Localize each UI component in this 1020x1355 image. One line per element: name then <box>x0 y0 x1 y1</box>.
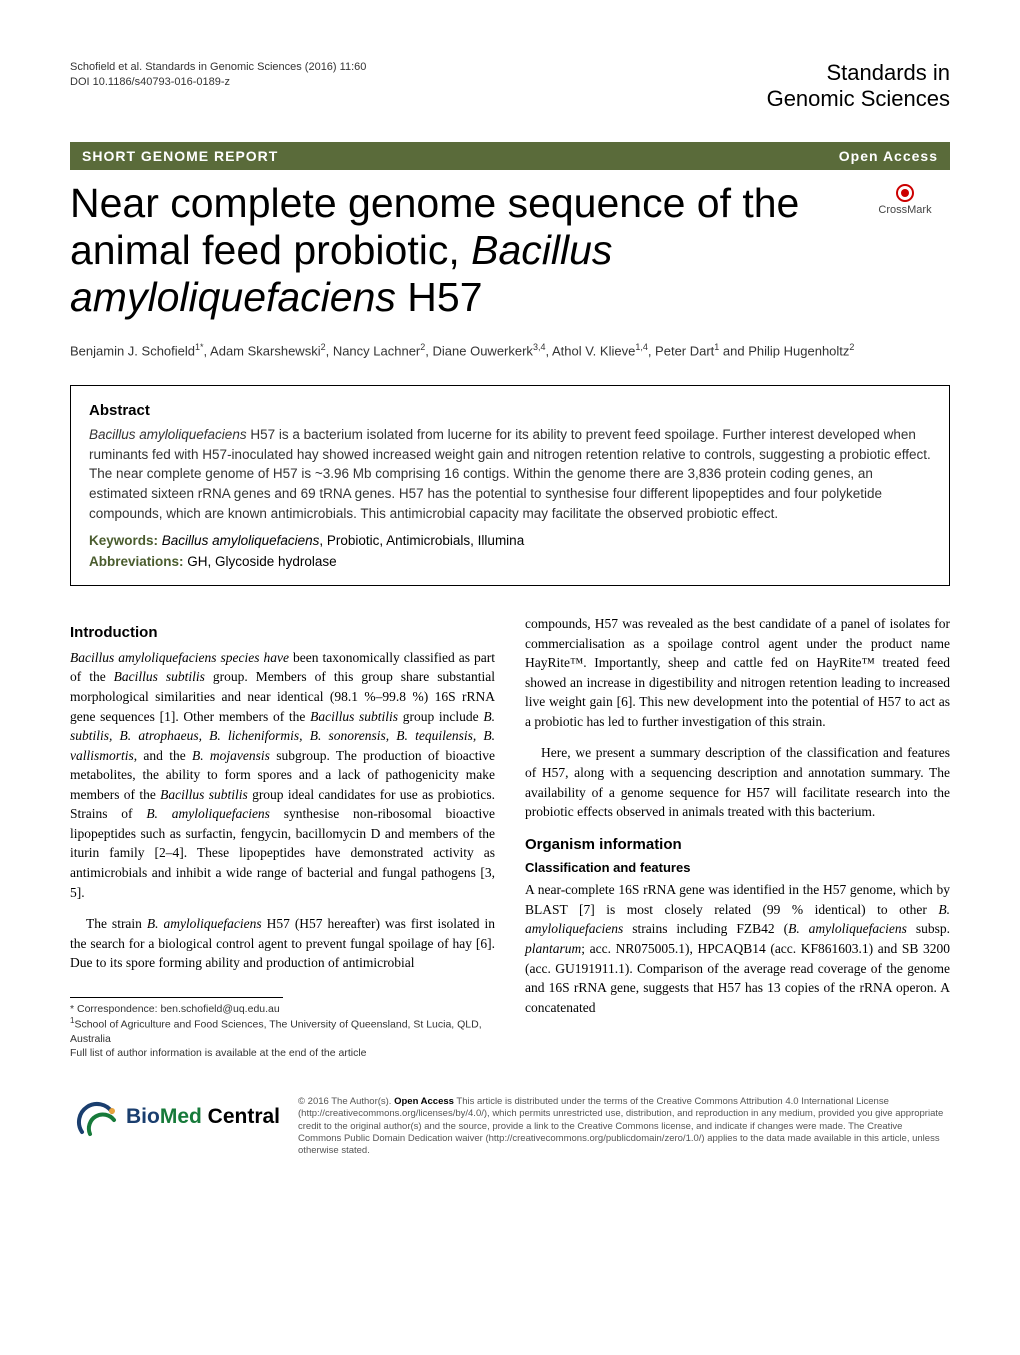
biomed-central-logo: BioMed Central <box>76 1096 280 1138</box>
authors-line: Benjamin J. Schofield1*, Adam Skarshewsk… <box>70 341 950 361</box>
body-columns: Introduction Bacillus amyloliquefaciens … <box>70 614 950 1060</box>
abbrev-text: GH, Glycoside hydrolase <box>187 554 336 569</box>
article-type: SHORT GENOME REPORT <box>82 148 278 164</box>
citation-line-1: Schofield et al. Standards in Genomic Sc… <box>70 60 366 75</box>
logo-central: Central <box>202 1105 280 1128</box>
crossmark-icon <box>896 184 914 202</box>
license-text: © 2016 The Author(s). Open Access This a… <box>298 1096 944 1158</box>
footer: BioMed Central © 2016 The Author(s). Ope… <box>70 1096 950 1158</box>
title-line-2b: Bacillus <box>471 227 612 273</box>
full-author-info: Full list of author information is avail… <box>70 1046 495 1060</box>
abstract-box: Abstract Bacillus amyloliquefaciens H57 … <box>70 385 950 586</box>
classification-subheading: Classification and features <box>525 859 950 878</box>
abbreviations-line: Abbreviations: GH, Glycoside hydrolase <box>89 554 931 569</box>
logo-med: Med <box>160 1105 202 1128</box>
introduction-heading: Introduction <box>70 622 495 644</box>
right-para-3: A near-complete 16S rRNA gene was identi… <box>525 880 950 1017</box>
keywords-line: Keywords: Bacillus amyloliquefaciens, Pr… <box>89 533 931 548</box>
journal-line-1: Standards in <box>767 60 950 86</box>
affiliation-1: 1School of Agriculture and Food Sciences… <box>70 1016 495 1046</box>
journal-line-2: Genomic Sciences <box>767 86 950 112</box>
right-column: compounds, H57 was revealed as the best … <box>525 614 950 1060</box>
abstract-text: Bacillus amyloliquefaciens H57 is a bact… <box>89 425 931 523</box>
crossmark-label: CrossMark <box>878 204 931 216</box>
article-title: Near complete genome sequence of the ani… <box>70 180 840 321</box>
section-bar: SHORT GENOME REPORT Open Access <box>70 142 950 170</box>
bmc-arc-icon <box>76 1096 118 1138</box>
title-line-3a: amyloliquefaciens <box>70 274 396 320</box>
footnote-separator <box>70 997 283 998</box>
citation-block: Schofield et al. Standards in Genomic Sc… <box>70 60 366 91</box>
keywords-label: Keywords: <box>89 533 158 548</box>
license-prefix: © 2016 The Author(s). <box>298 1096 394 1107</box>
abbrev-label: Abbreviations: <box>89 554 184 569</box>
top-header: Schofield et al. Standards in Genomic Sc… <box>70 60 950 112</box>
logo-bio: Bio <box>126 1105 160 1128</box>
crossmark-badge[interactable]: CrossMark <box>860 184 950 216</box>
abstract-heading: Abstract <box>89 402 931 419</box>
intro-para-1: Bacillus amyloliquefaciens species have … <box>70 648 495 902</box>
title-line-3b: H57 <box>396 274 483 320</box>
license-open-access: Open Access <box>394 1096 454 1107</box>
intro-para-2: The strain B. amyloliquefaciens H57 (H57… <box>70 914 495 973</box>
left-column: Introduction Bacillus amyloliquefaciens … <box>70 614 495 1060</box>
right-para-2: Here, we present a summary description o… <box>525 743 950 821</box>
correspondence-line: * Correspondence: ben.schofield@uq.edu.a… <box>70 1002 495 1016</box>
citation-line-2: DOI 10.1186/s40793-016-0189-z <box>70 75 366 90</box>
title-line-1: Near complete genome sequence of the <box>70 180 799 226</box>
right-para-1: compounds, H57 was revealed as the best … <box>525 614 950 731</box>
open-access-label: Open Access <box>839 148 938 164</box>
journal-name: Standards in Genomic Sciences <box>767 60 950 112</box>
footnotes: * Correspondence: ben.schofield@uq.edu.a… <box>70 1002 495 1060</box>
title-line-2a: animal feed probiotic, <box>70 227 471 273</box>
organism-info-heading: Organism information <box>525 834 950 856</box>
